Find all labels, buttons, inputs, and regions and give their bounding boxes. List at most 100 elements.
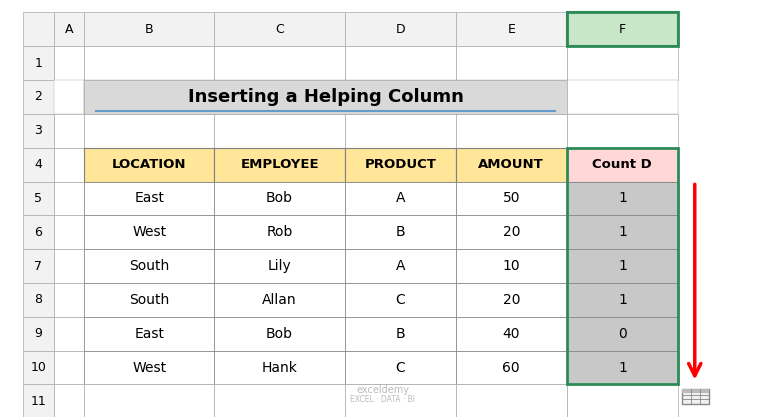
Bar: [214, 384, 345, 417]
Text: 10: 10: [502, 259, 520, 273]
Bar: [567, 148, 678, 181]
Bar: [84, 80, 567, 114]
Bar: [23, 317, 54, 351]
Bar: [23, 13, 54, 46]
Bar: [567, 249, 678, 283]
Bar: [84, 181, 214, 215]
Bar: [567, 148, 678, 384]
Text: West: West: [133, 361, 166, 374]
Text: 1: 1: [618, 293, 627, 307]
Text: 6: 6: [34, 226, 42, 239]
Text: 1: 1: [618, 225, 627, 239]
Bar: [214, 283, 345, 317]
Bar: [54, 46, 84, 80]
Bar: [456, 80, 567, 114]
Bar: [84, 13, 214, 46]
Text: 1: 1: [618, 259, 627, 273]
Bar: [84, 114, 214, 148]
Bar: [54, 80, 84, 114]
Text: 1: 1: [34, 57, 42, 70]
Text: 60: 60: [502, 361, 520, 374]
Bar: [84, 215, 214, 249]
Text: 3: 3: [34, 124, 42, 137]
Bar: [567, 384, 678, 417]
Text: EXCEL · DATA · BI: EXCEL · DATA · BI: [351, 395, 415, 404]
Text: B: B: [395, 225, 405, 239]
Text: A: A: [395, 259, 405, 273]
Bar: [214, 80, 345, 114]
Text: 1: 1: [618, 361, 627, 374]
Bar: [84, 351, 214, 384]
Bar: [456, 148, 567, 181]
Bar: [456, 181, 567, 215]
Bar: [567, 215, 678, 249]
Text: Lily: Lily: [267, 259, 292, 273]
Text: 50: 50: [502, 191, 520, 206]
Bar: [345, 317, 456, 351]
Text: exceldemy: exceldemy: [356, 385, 410, 395]
Bar: [84, 283, 214, 317]
Text: Allan: Allan: [262, 293, 297, 307]
Bar: [567, 283, 678, 317]
Bar: [84, 317, 214, 351]
Bar: [84, 80, 214, 114]
Bar: [456, 249, 567, 283]
Text: 20: 20: [502, 293, 520, 307]
Text: 11: 11: [31, 395, 46, 408]
Bar: [567, 114, 678, 148]
Bar: [682, 389, 709, 393]
Text: D: D: [395, 23, 405, 36]
Text: 10: 10: [31, 361, 46, 374]
Bar: [23, 215, 54, 249]
Text: LOCATION: LOCATION: [112, 158, 187, 171]
Text: B: B: [145, 23, 154, 36]
Text: Bob: Bob: [266, 327, 293, 341]
Bar: [345, 80, 456, 114]
Bar: [54, 114, 84, 148]
Bar: [345, 13, 456, 46]
Bar: [214, 215, 345, 249]
Text: East: East: [134, 191, 165, 206]
Bar: [214, 148, 345, 181]
Bar: [456, 283, 567, 317]
Bar: [54, 249, 84, 283]
Bar: [54, 215, 84, 249]
Text: South: South: [129, 293, 169, 307]
Text: Count D: Count D: [592, 158, 653, 171]
Text: 2: 2: [34, 90, 42, 103]
Bar: [214, 13, 345, 46]
Bar: [682, 389, 709, 404]
Text: Hank: Hank: [262, 361, 297, 374]
Bar: [214, 46, 345, 80]
Bar: [567, 13, 678, 46]
Bar: [54, 317, 84, 351]
Bar: [84, 46, 214, 80]
Bar: [345, 283, 456, 317]
Bar: [23, 80, 54, 114]
Bar: [54, 181, 84, 215]
Bar: [456, 351, 567, 384]
Text: Inserting a Helping Column: Inserting a Helping Column: [188, 88, 463, 106]
Text: 40: 40: [502, 327, 520, 341]
Text: A: A: [64, 23, 74, 36]
Bar: [345, 249, 456, 283]
Text: 4: 4: [34, 158, 42, 171]
Bar: [84, 249, 214, 283]
Text: 8: 8: [34, 294, 42, 306]
Bar: [54, 283, 84, 317]
Bar: [54, 148, 84, 181]
Bar: [567, 80, 678, 114]
Text: C: C: [395, 293, 405, 307]
Bar: [456, 317, 567, 351]
Bar: [54, 13, 84, 46]
Bar: [345, 114, 456, 148]
Bar: [345, 215, 456, 249]
Bar: [456, 215, 567, 249]
Text: AMOUNT: AMOUNT: [479, 158, 544, 171]
Text: West: West: [133, 225, 166, 239]
Bar: [567, 13, 678, 46]
Text: PRODUCT: PRODUCT: [365, 158, 436, 171]
Bar: [23, 181, 54, 215]
Bar: [456, 13, 567, 46]
Text: C: C: [395, 361, 405, 374]
